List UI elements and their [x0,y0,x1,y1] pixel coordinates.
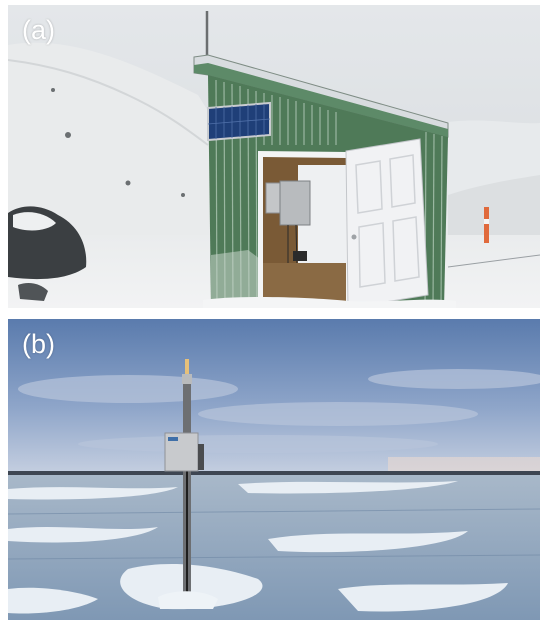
open-door [345,138,429,308]
sensor-pole-photo [8,319,540,620]
snow-patches [8,481,508,614]
antenna-tip [185,359,189,379]
shelter-photo [8,5,540,308]
marker-pole [484,207,489,243]
shelter [193,11,456,308]
photo-panel-a: (a) [8,5,540,308]
solar-panel [207,101,271,142]
photo-panel-b: (b) [8,319,540,620]
equipment-box [279,180,311,226]
panel-label-b: (b) [22,329,55,359]
panel-label-a: (a) [22,15,55,45]
sensor-pole [158,359,218,609]
